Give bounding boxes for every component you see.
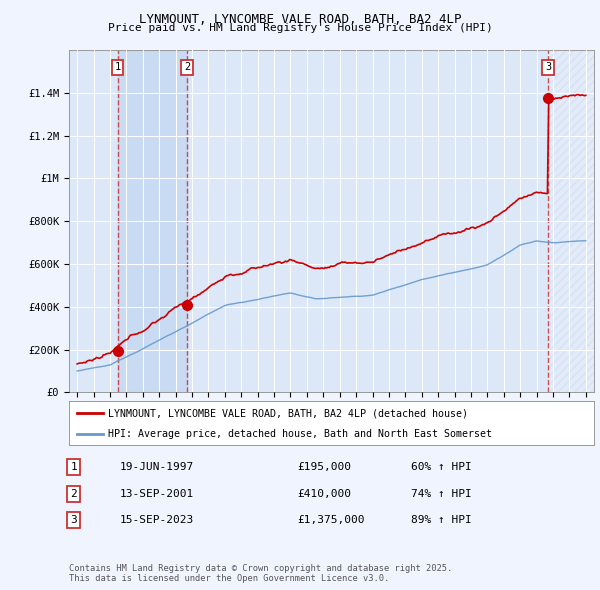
Text: 2: 2: [70, 489, 77, 499]
Text: Contains HM Land Registry data © Crown copyright and database right 2025.
This d: Contains HM Land Registry data © Crown c…: [69, 563, 452, 583]
Text: 1: 1: [70, 463, 77, 472]
Text: 3: 3: [70, 516, 77, 525]
Text: 2: 2: [184, 63, 190, 72]
Text: £1,375,000: £1,375,000: [297, 516, 365, 525]
Text: 60% ↑ HPI: 60% ↑ HPI: [411, 463, 472, 472]
Text: 19-JUN-1997: 19-JUN-1997: [120, 463, 194, 472]
Text: LYNMOUNT, LYNCOMBE VALE ROAD, BATH, BA2 4LP: LYNMOUNT, LYNCOMBE VALE ROAD, BATH, BA2 …: [139, 13, 461, 26]
Text: £410,000: £410,000: [297, 489, 351, 499]
Text: Price paid vs. HM Land Registry's House Price Index (HPI): Price paid vs. HM Land Registry's House …: [107, 23, 493, 33]
Text: 89% ↑ HPI: 89% ↑ HPI: [411, 516, 472, 525]
Text: 13-SEP-2001: 13-SEP-2001: [120, 489, 194, 499]
Text: 15-SEP-2023: 15-SEP-2023: [120, 516, 194, 525]
Bar: [548, 50, 594, 392]
Text: LYNMOUNT, LYNCOMBE VALE ROAD, BATH, BA2 4LP (detached house): LYNMOUNT, LYNCOMBE VALE ROAD, BATH, BA2 …: [109, 408, 469, 418]
Text: 74% ↑ HPI: 74% ↑ HPI: [411, 489, 472, 499]
Bar: [118, 50, 187, 392]
Text: 3: 3: [545, 63, 551, 72]
Text: £195,000: £195,000: [297, 463, 351, 472]
Text: HPI: Average price, detached house, Bath and North East Somerset: HPI: Average price, detached house, Bath…: [109, 428, 493, 438]
Text: 1: 1: [115, 63, 121, 72]
Bar: [548, 50, 594, 392]
